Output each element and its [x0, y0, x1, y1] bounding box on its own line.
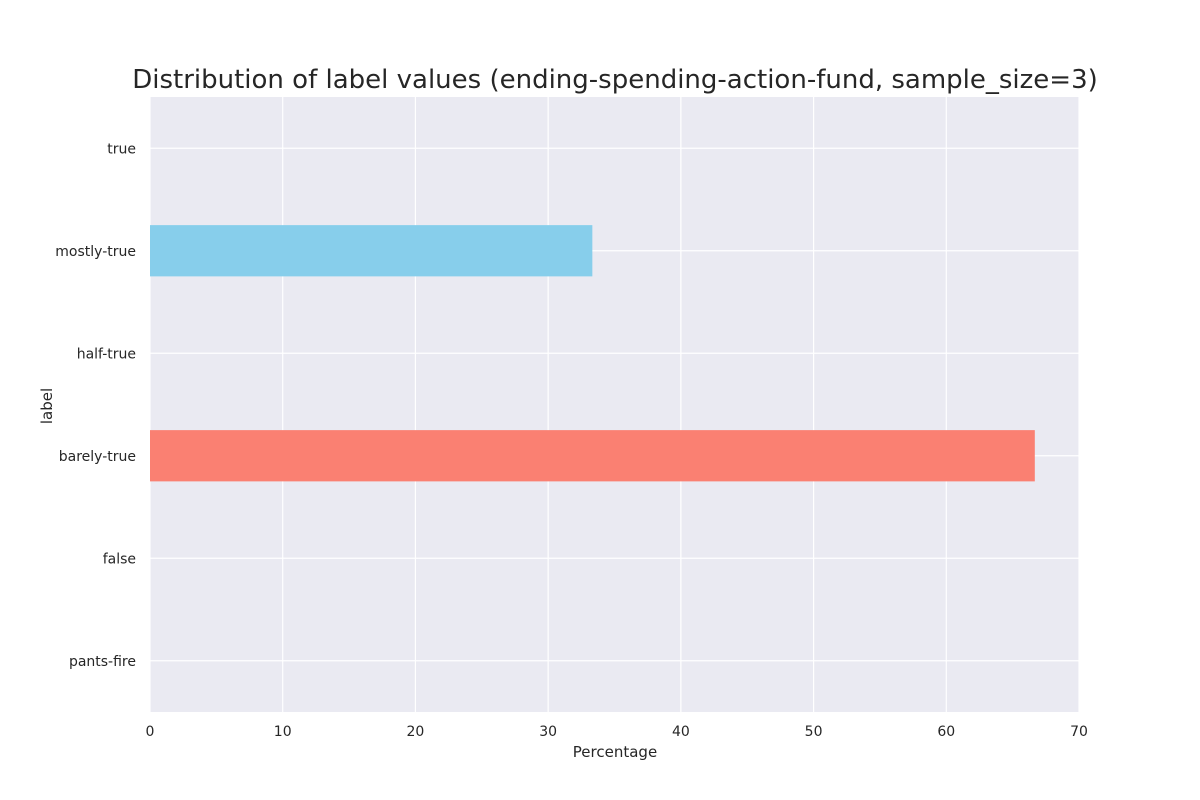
x-axis-label: Percentage	[573, 743, 657, 761]
y-tick-label: true	[107, 141, 136, 157]
y-tick-label: barely-true	[59, 449, 136, 465]
x-tick-label: 0	[146, 724, 155, 740]
x-tick-label: 40	[672, 724, 690, 740]
x-tick-label: 30	[539, 724, 557, 740]
y-tick-label: pants-fire	[69, 654, 136, 670]
y-tick-label: half-true	[77, 346, 136, 362]
x-tick-label: 10	[274, 724, 292, 740]
y-axis-label: label	[38, 388, 56, 424]
x-tick-label: 50	[805, 724, 823, 740]
x-tick-label: 60	[937, 724, 955, 740]
chart-title: Distribution of label values (ending-spe…	[132, 65, 1098, 95]
y-tick-label: false	[103, 551, 136, 567]
y-tick-label: mostly-true	[55, 244, 136, 260]
x-tick-labels: 0 10 20 30 40 50 60 70	[146, 724, 1088, 740]
bar-barely-true	[150, 430, 1035, 482]
x-tick-label: 20	[407, 724, 425, 740]
y-tick-labels: true mostly-true half-true barely-true false…	[55, 141, 136, 670]
plot-background	[150, 97, 1079, 712]
bars	[150, 225, 1035, 482]
x-tick-label: 70	[1070, 724, 1088, 740]
bar-mostly-true	[150, 225, 593, 277]
